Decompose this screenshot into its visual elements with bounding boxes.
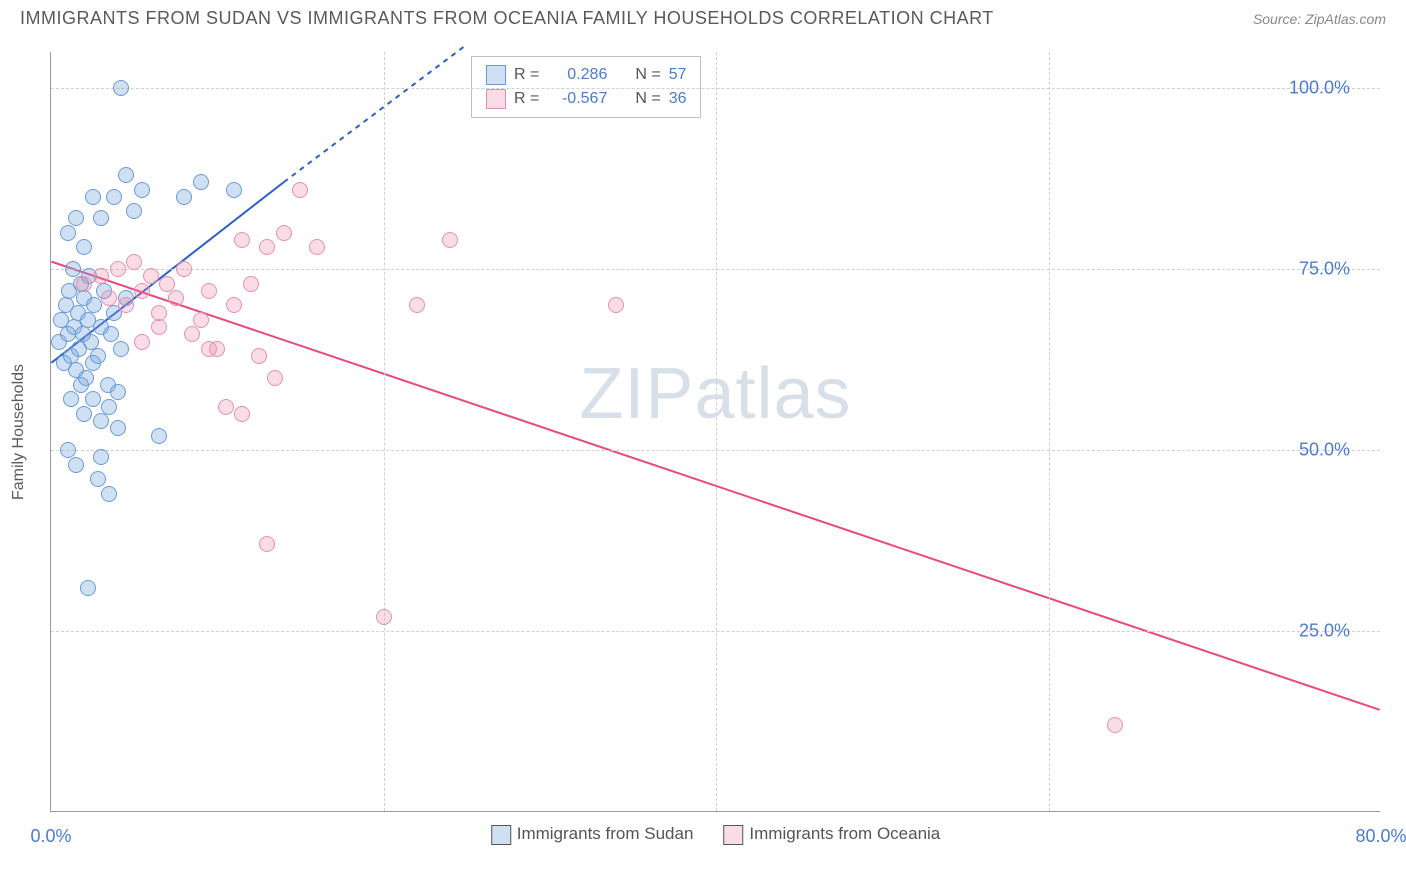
scatter-point <box>309 239 325 255</box>
scatter-point <box>113 341 129 357</box>
scatter-point <box>68 210 84 226</box>
scatter-point <box>90 471 106 487</box>
scatter-point <box>151 319 167 335</box>
scatter-point <box>86 297 102 313</box>
scatter-point <box>234 232 250 248</box>
y-tick-label: 100.0% <box>1289 78 1350 99</box>
scatter-point <box>93 210 109 226</box>
scatter-point <box>68 457 84 473</box>
scatter-point <box>143 268 159 284</box>
scatter-point <box>134 334 150 350</box>
scatter-point <box>259 536 275 552</box>
scatter-chart: ZIPatlas Family Households R =0.286N =57… <box>50 52 1380 812</box>
scatter-point <box>193 312 209 328</box>
scatter-point <box>85 189 101 205</box>
scatter-point <box>118 297 134 313</box>
scatter-point <box>60 442 76 458</box>
scatter-point <box>93 413 109 429</box>
legend-label: Immigrants from Sudan <box>517 824 694 843</box>
y-tick-label: 50.0% <box>1299 440 1350 461</box>
chart-title: IMMIGRANTS FROM SUDAN VS IMMIGRANTS FROM… <box>20 8 994 29</box>
scatter-point <box>226 182 242 198</box>
scatter-point <box>103 326 119 342</box>
series-legend: Immigrants from Sudan Immigrants from Oce… <box>491 824 941 845</box>
scatter-point <box>292 182 308 198</box>
scatter-point <box>226 297 242 313</box>
scatter-point <box>110 420 126 436</box>
scatter-point <box>1107 717 1123 733</box>
scatter-point <box>234 406 250 422</box>
scatter-point <box>218 399 234 415</box>
legend-item: Immigrants from Sudan <box>491 824 694 845</box>
gridline-vertical <box>384 52 385 811</box>
scatter-point <box>80 580 96 596</box>
scatter-point <box>101 399 117 415</box>
scatter-point <box>168 290 184 306</box>
y-axis-title: Family Households <box>10 363 28 499</box>
scatter-point <box>101 290 117 306</box>
scatter-point <box>93 449 109 465</box>
scatter-point <box>184 326 200 342</box>
scatter-point <box>134 182 150 198</box>
scatter-point <box>376 609 392 625</box>
legend-swatch <box>486 89 506 109</box>
scatter-point <box>118 167 134 183</box>
scatter-point <box>110 261 126 277</box>
x-tick-label: 80.0% <box>1355 826 1406 847</box>
scatter-point <box>193 174 209 190</box>
scatter-point <box>90 348 106 364</box>
scatter-point <box>76 406 92 422</box>
scatter-point <box>608 297 624 313</box>
scatter-point <box>63 391 79 407</box>
scatter-point <box>134 283 150 299</box>
legend-swatch <box>491 825 511 845</box>
scatter-point <box>442 232 458 248</box>
scatter-point <box>201 283 217 299</box>
scatter-point <box>73 377 89 393</box>
legend-swatch <box>723 825 743 845</box>
legend-label: Immigrants from Oceania <box>749 824 940 843</box>
y-tick-label: 25.0% <box>1299 621 1350 642</box>
scatter-point <box>251 348 267 364</box>
scatter-point <box>267 370 283 386</box>
scatter-point <box>76 276 92 292</box>
legend-swatch <box>486 65 506 85</box>
scatter-point <box>243 276 259 292</box>
scatter-point <box>159 276 175 292</box>
legend-item: Immigrants from Oceania <box>723 824 940 845</box>
scatter-point <box>110 384 126 400</box>
scatter-point <box>76 239 92 255</box>
scatter-point <box>113 80 129 96</box>
x-tick-label: 0.0% <box>30 826 71 847</box>
scatter-point <box>201 341 217 357</box>
scatter-point <box>93 268 109 284</box>
scatter-point <box>60 225 76 241</box>
legend-row: R =0.286N =57 <box>486 63 686 87</box>
source-text: Source: ZipAtlas.com <box>1253 11 1386 27</box>
y-tick-label: 75.0% <box>1299 259 1350 280</box>
scatter-point <box>126 254 142 270</box>
scatter-point <box>65 261 81 277</box>
scatter-point <box>176 261 192 277</box>
scatter-point <box>276 225 292 241</box>
legend-row: R =-0.567N =36 <box>486 87 686 111</box>
scatter-point <box>106 189 122 205</box>
scatter-point <box>259 239 275 255</box>
scatter-point <box>176 189 192 205</box>
gridline-vertical <box>1049 52 1050 811</box>
scatter-point <box>101 486 117 502</box>
scatter-point <box>126 203 142 219</box>
scatter-point <box>409 297 425 313</box>
correlation-legend: R =0.286N =57R =-0.567N =36 <box>471 56 701 118</box>
scatter-point <box>151 428 167 444</box>
gridline-vertical <box>716 52 717 811</box>
scatter-point <box>85 391 101 407</box>
